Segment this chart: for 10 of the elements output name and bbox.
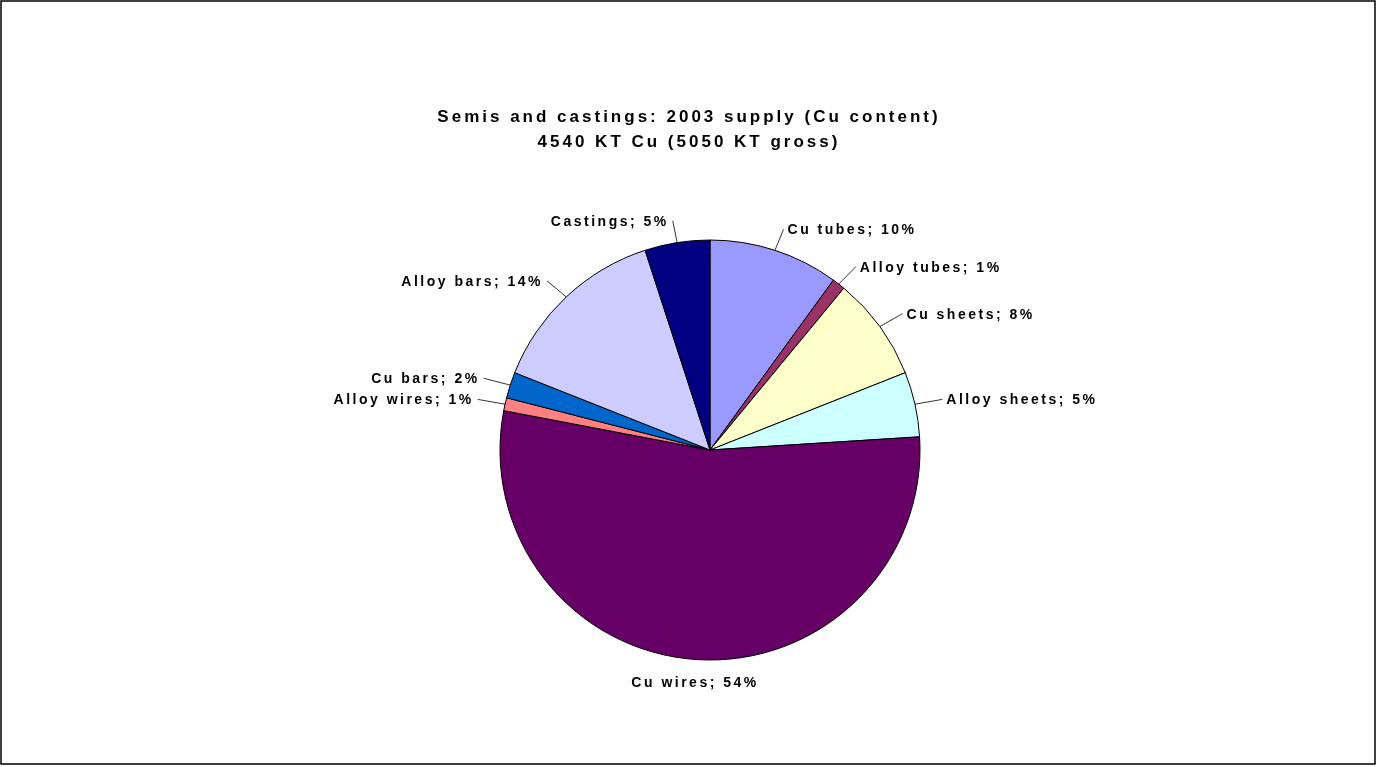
slice-label: Alloy wires; 1% [333, 391, 474, 408]
slice-label: Cu sheets; 8% [906, 305, 1035, 322]
slice-label: Alloy bars; 14% [401, 272, 544, 289]
slice-label: Castings; 5% [550, 212, 669, 229]
slice-label: Alloy sheets; 5% [946, 391, 1098, 408]
slice-label: Alloy tubes; 1% [859, 258, 1002, 275]
slice-label: Cu wires; 54% [631, 674, 759, 690]
chart-title: Semis and castings: 2003 supply (Cu content) 4540 KT Cu (5050 KT gross) [437, 107, 941, 151]
slice-label: Cu tubes; 10% [787, 221, 917, 238]
slice-label: Cu bars; 2% [371, 370, 480, 387]
